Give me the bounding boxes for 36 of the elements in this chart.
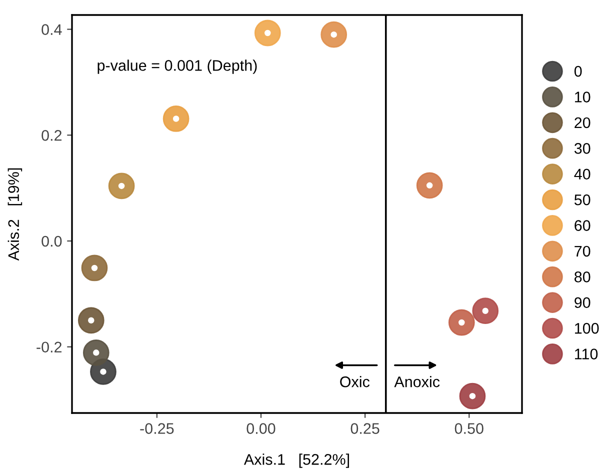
y-tick-label: 0.0 bbox=[42, 236, 62, 247]
annotation: Oxic bbox=[340, 376, 370, 388]
x-tick-label: 0.00 bbox=[246, 423, 276, 434]
point bbox=[162, 106, 190, 132]
point bbox=[472, 298, 499, 324]
legend-label: 20 bbox=[574, 117, 590, 128]
legend-label: 110 bbox=[575, 348, 598, 360]
annotation: p-value = 0.001 (Depth) bbox=[98, 60, 257, 74]
point bbox=[416, 172, 443, 199]
legend-label: 10 bbox=[575, 92, 590, 102]
x-tick-label: -0.25 bbox=[140, 423, 174, 434]
point bbox=[78, 307, 104, 334]
point bbox=[82, 339, 110, 366]
legend-label: 30 bbox=[574, 143, 590, 154]
x-tick-label: 0.25 bbox=[350, 423, 380, 434]
legend-label: 100 bbox=[575, 322, 599, 334]
legend-label: 50 bbox=[574, 194, 590, 206]
legend-label: 60 bbox=[574, 220, 590, 231]
point bbox=[81, 254, 108, 282]
legend-label: 0 bbox=[574, 66, 582, 77]
legend-label: 40 bbox=[574, 168, 590, 180]
x-axis-title: Axis.1 [52.2%] bbox=[244, 454, 349, 468]
legend-label: 70 bbox=[574, 246, 590, 257]
legend-label: 90 bbox=[574, 297, 590, 308]
point bbox=[108, 172, 135, 200]
y-tick-label: -0.2 bbox=[36, 342, 62, 353]
y-axis-title: Axis.2 [19%] bbox=[8, 168, 22, 261]
point bbox=[320, 21, 348, 48]
x-tick-label: 0.50 bbox=[454, 423, 484, 434]
point bbox=[448, 309, 475, 336]
y-tick-label: 0.4 bbox=[42, 24, 62, 35]
y-tick-label: 0.2 bbox=[42, 130, 62, 141]
legend-label: 80 bbox=[574, 272, 590, 282]
point bbox=[459, 382, 486, 410]
point bbox=[254, 20, 281, 46]
annotation: Anoxic bbox=[394, 376, 440, 388]
